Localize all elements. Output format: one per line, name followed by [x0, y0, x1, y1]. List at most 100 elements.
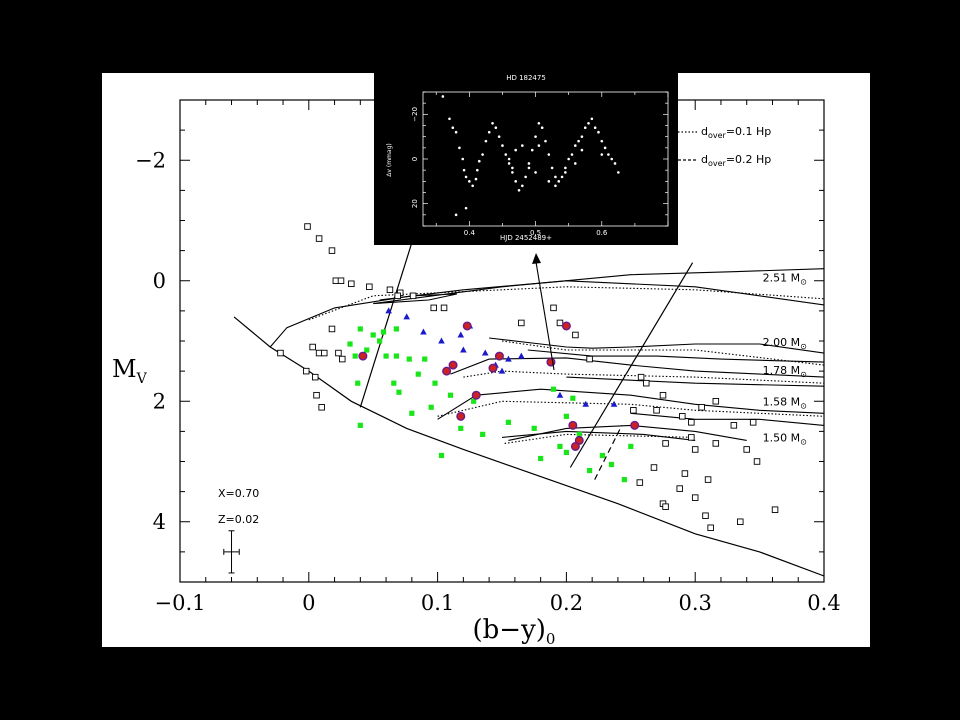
inset-data-point — [514, 180, 518, 183]
open-square-point — [337, 277, 345, 285]
green-square-point — [364, 347, 370, 353]
inset-data-point — [454, 213, 458, 217]
inset-data-point — [501, 144, 504, 147]
inset-data-point — [491, 121, 494, 125]
inset-data-point — [607, 153, 610, 156]
track-1-solid — [489, 337, 824, 354]
x-tick-label: 0 — [302, 591, 315, 615]
open-square-point — [586, 355, 593, 363]
green-square-point — [383, 353, 389, 359]
inset-data-point — [600, 139, 604, 143]
green-square-point — [576, 431, 582, 437]
track-label-0: 2.51 M⊙ — [763, 272, 807, 287]
green-square-point — [377, 338, 383, 344]
inset-x-tick-label: 0.6 — [596, 229, 608, 237]
blue-triangle-point — [438, 337, 445, 344]
open-square-point — [636, 479, 644, 486]
inset-data-point — [600, 153, 604, 156]
inset-data-point — [484, 139, 488, 143]
inset-data-point — [521, 184, 524, 188]
open-square-point — [309, 343, 316, 351]
red-edge-line — [569, 262, 694, 468]
composition-z: Z=0.02 — [218, 513, 259, 526]
track-mass: 2.51 M — [763, 272, 800, 285]
inset-data-point — [441, 95, 445, 98]
inset-data-point — [547, 153, 551, 156]
green-square-point — [531, 425, 537, 431]
track-4-dotted — [504, 433, 696, 444]
inset-background — [374, 73, 678, 245]
green-square-point — [447, 392, 454, 398]
open-square-point — [394, 292, 401, 300]
inset-data-point — [517, 188, 521, 192]
track-mass: 1.50 M — [763, 431, 800, 444]
inset-data-point — [540, 126, 544, 130]
inset-data-point — [471, 184, 474, 188]
inset-data-point — [511, 166, 514, 170]
inset-data-point — [550, 166, 554, 170]
green-square-point — [538, 455, 544, 462]
open-square-point — [630, 407, 637, 414]
green-square-point — [438, 452, 445, 459]
red-circle-point — [442, 366, 452, 376]
green-square-point — [599, 452, 606, 459]
inset-data-point — [481, 153, 484, 156]
blue-triangle-point — [582, 400, 590, 407]
inset-data-point — [474, 177, 478, 181]
inset-data-point — [573, 144, 577, 147]
track-2-solid-2 — [566, 376, 824, 387]
inset-data-point — [554, 184, 557, 188]
red-circle-point — [462, 321, 472, 331]
open-square-point — [339, 355, 346, 363]
track-labels: 2.51 M⊙2.00 M⊙1.78 M⊙1.58 M⊙1.50 M⊙ — [763, 272, 807, 447]
open-square-point — [366, 283, 373, 291]
green-square-point — [352, 353, 358, 359]
open-square-point — [698, 404, 705, 411]
inset-data-point — [462, 168, 466, 172]
open-square-point — [712, 440, 720, 447]
x-tick-label: 0.3 — [678, 591, 711, 615]
green-square-point — [563, 449, 569, 456]
inset-data-point — [461, 157, 465, 161]
blue-triangle-point — [457, 331, 465, 338]
inset-data-point — [464, 175, 468, 179]
track-1-solid-2 — [527, 349, 824, 363]
track-1-dotted — [501, 340, 824, 366]
y-tick-label: 4 — [153, 510, 166, 534]
green-square-point — [550, 386, 557, 392]
inset-data-point — [564, 171, 567, 174]
inset-x-tick-label: 0.4 — [464, 229, 476, 237]
red-circle-point — [471, 390, 481, 400]
inset-pointer-arrow — [535, 261, 555, 371]
blue-triangle-point — [460, 346, 467, 353]
inset-data-point — [468, 180, 471, 183]
blue-triangle-point — [403, 313, 410, 320]
zams-line — [233, 316, 824, 577]
y-tick-label: −2 — [135, 148, 166, 172]
open-square-point — [572, 331, 579, 339]
open-square-point — [304, 223, 311, 230]
blue-edge-line — [359, 238, 414, 408]
green-square-point — [505, 419, 512, 425]
track-0-solid — [269, 268, 824, 348]
inset-data-point — [458, 146, 461, 150]
inset-data-point — [567, 157, 570, 161]
inset-data-point — [527, 166, 531, 170]
inset-data-point — [560, 175, 564, 179]
y-tick-label: 2 — [153, 389, 166, 413]
legend-label-1: dover=0.2 Hp — [701, 153, 771, 168]
inset-data-point — [537, 121, 541, 125]
open-square-point — [676, 485, 683, 492]
blue-triangle-point — [518, 352, 525, 359]
green-square-point — [608, 461, 615, 468]
inset-data-point — [593, 126, 597, 130]
green-square-point — [432, 380, 438, 386]
inset-data-point — [487, 130, 491, 134]
red-circle-point — [358, 351, 368, 361]
open-square-point — [550, 304, 557, 312]
x-tick-label: 0.1 — [421, 591, 454, 615]
open-square-point — [440, 304, 448, 312]
open-square-point — [702, 512, 709, 519]
open-square-point — [637, 373, 645, 381]
points-layer — [277, 223, 779, 532]
